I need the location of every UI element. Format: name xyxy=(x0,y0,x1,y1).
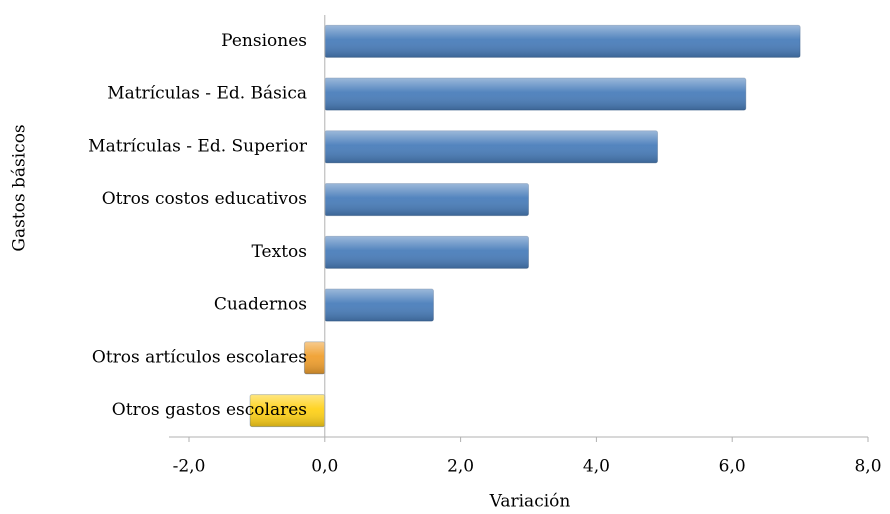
y-tick-label: Matrículas - Ed. Superior xyxy=(88,136,308,156)
x-axis-label: Variación xyxy=(489,492,571,512)
bar-shine xyxy=(324,236,529,269)
bar-shine xyxy=(324,183,529,216)
y-tick-label: Otros artículos escolares xyxy=(92,347,307,367)
bar-shine xyxy=(324,78,746,111)
bar-shine xyxy=(324,289,434,322)
x-tick-label: 8,0 xyxy=(854,457,881,477)
y-tick-label: Otros gastos escolares xyxy=(112,400,307,420)
bar-shine xyxy=(304,341,325,374)
bar-shine xyxy=(324,25,801,58)
x-tick-label: -2,0 xyxy=(173,457,206,477)
y-tick-label: Cuadernos xyxy=(214,295,307,315)
x-tick-label: 0,0 xyxy=(311,457,338,477)
y-tick-label: Otros costos educativos xyxy=(102,189,307,209)
y-tick-label: Pensiones xyxy=(221,31,307,51)
bar-shine xyxy=(324,130,658,163)
y-tick-label: Matrículas - Ed. Básica xyxy=(107,84,307,104)
bar-shine xyxy=(250,394,325,427)
x-tick-label: 6,0 xyxy=(719,457,746,477)
y-tick-label: Textos xyxy=(252,242,307,262)
y-axis-label: Gastos básicos xyxy=(10,124,30,251)
x-tick-label: 2,0 xyxy=(447,457,474,477)
x-tick-label: 4,0 xyxy=(583,457,610,477)
